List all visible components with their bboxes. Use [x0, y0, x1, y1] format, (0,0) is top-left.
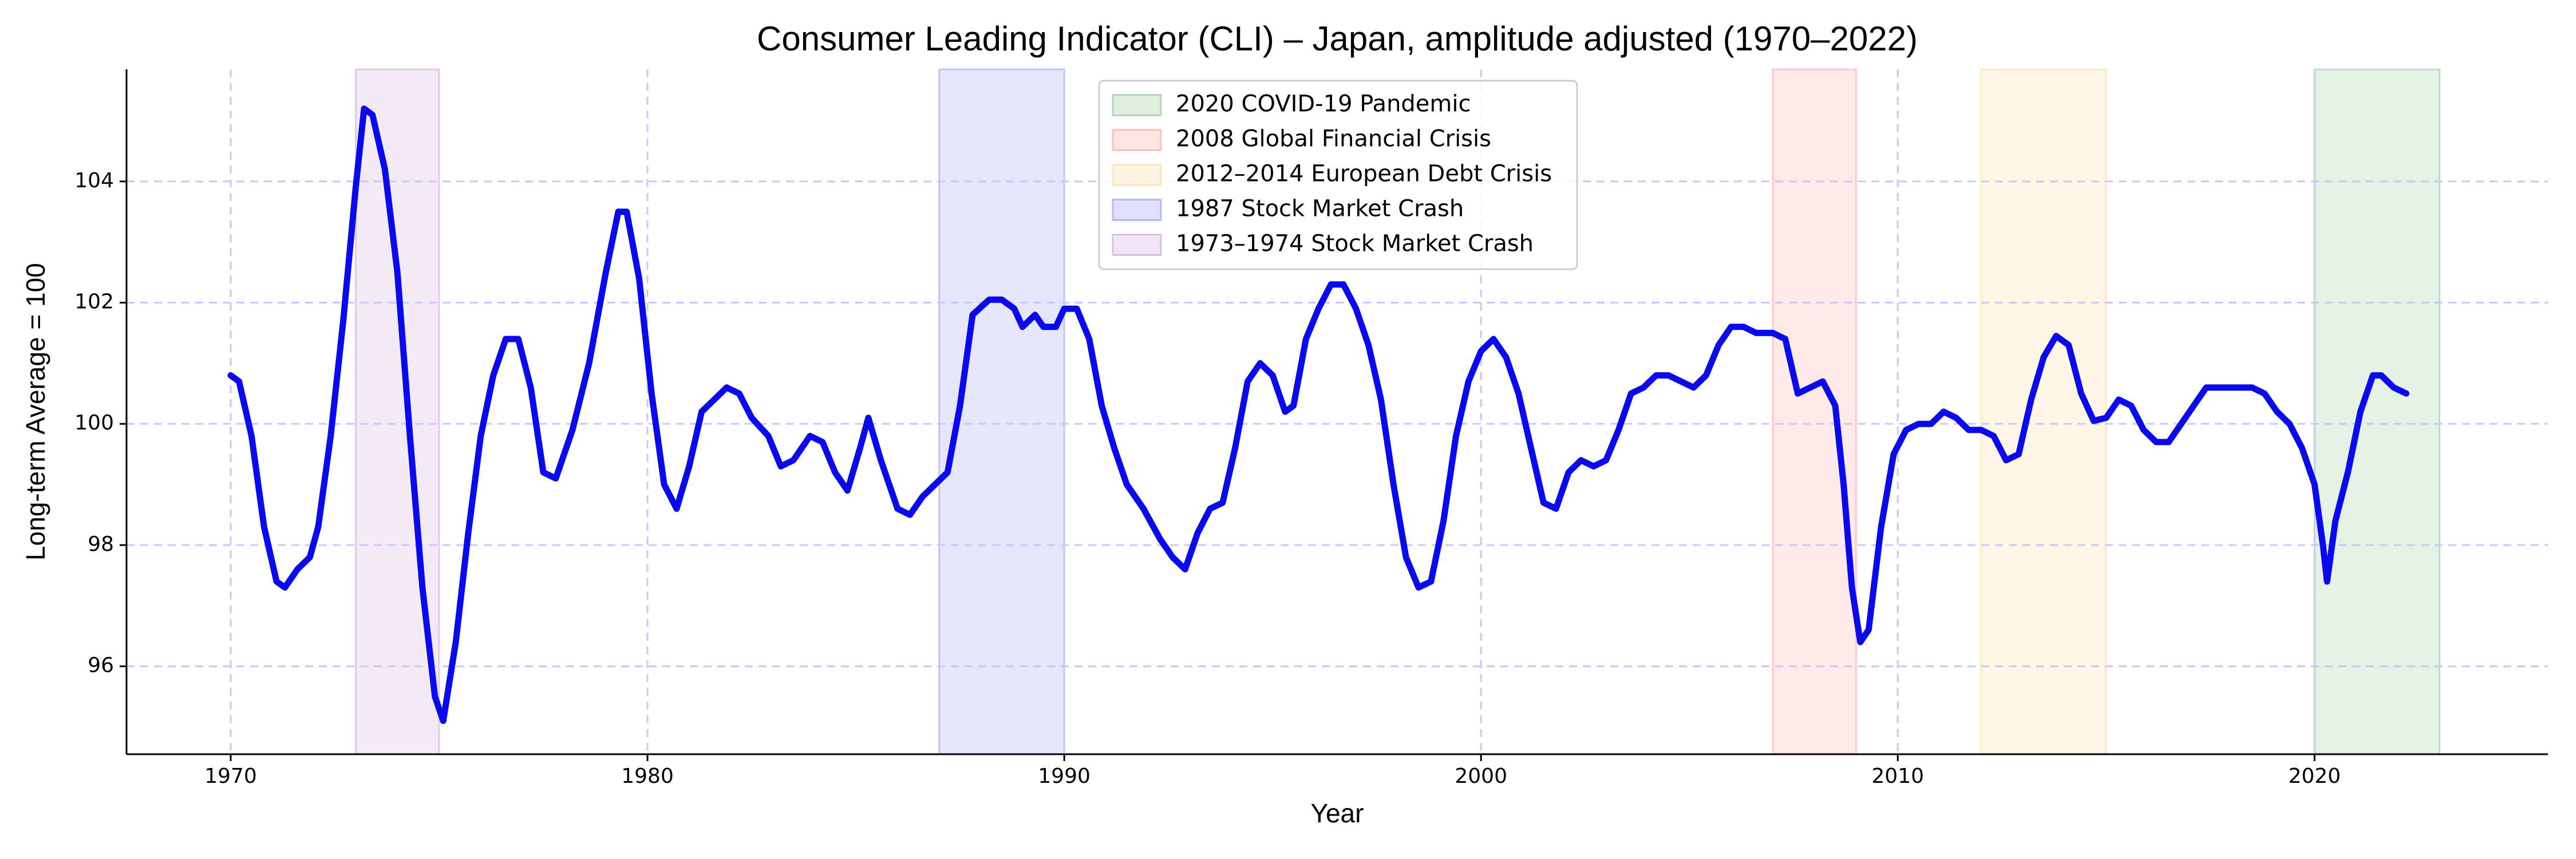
legend-box — [1098, 80, 1578, 270]
legend-swatch — [1112, 94, 1162, 116]
legend-label: 2020 COVID-19 Pandemic — [1176, 91, 1471, 117]
legend-swatch — [1112, 199, 1162, 221]
y-tick-label: 96 — [88, 654, 114, 677]
legend-label: 2008 Global Financial Crisis — [1176, 126, 1491, 152]
legend-swatch — [1112, 234, 1162, 256]
data-line — [227, 105, 2409, 724]
x-axis-label: Year — [1311, 798, 1364, 828]
y-tick-label: 100 — [74, 411, 114, 435]
event-span — [1772, 68, 1857, 755]
legend-label: 1973–1974 Stock Market Crash — [1176, 231, 1534, 257]
x-tick-label: 2020 — [2288, 765, 2341, 788]
legend-swatch — [1112, 164, 1162, 186]
event-span — [1980, 68, 2107, 755]
x-tick-label: 1970 — [204, 765, 257, 788]
x-tick-label: 2000 — [1455, 765, 1507, 788]
event-span — [354, 68, 440, 755]
y-tick-label: 102 — [74, 290, 114, 313]
y-tick-label: 104 — [74, 169, 114, 192]
y-axis-label: Long-term Average = 100 — [21, 263, 50, 561]
y-tick-label: 98 — [88, 533, 114, 556]
legend-label: 2012–2014 European Debt Crisis — [1176, 161, 1552, 187]
legend-label: 1987 Stock Market Crash — [1176, 196, 1464, 222]
x-tick-label: 1990 — [1038, 765, 1091, 788]
legend-swatch — [1112, 129, 1162, 151]
event-span — [2313, 68, 2441, 755]
chart-title: Consumer Leading Indicator (CLI) – Japan… — [757, 19, 1918, 58]
x-tick-label: 2010 — [1871, 765, 1924, 788]
x-tick-label: 1980 — [621, 765, 674, 788]
